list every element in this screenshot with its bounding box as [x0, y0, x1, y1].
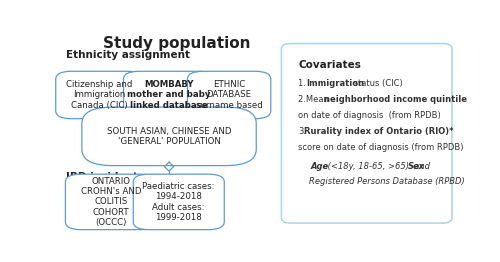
Text: Rurality index of Ontario (RIO)*: Rurality index of Ontario (RIO)* [304, 127, 454, 136]
Text: (<18y, 18-65, >65)  and: (<18y, 18-65, >65) and [324, 162, 432, 171]
Text: IBD incident cases: IBD incident cases [66, 172, 174, 182]
FancyBboxPatch shape [66, 174, 156, 230]
Text: Covariates: Covariates [298, 60, 361, 70]
Text: ONTARIO
CROHN's AND
COLITIS
COHORT
(OCCC): ONTARIO CROHN's AND COLITIS COHORT (OCCC… [80, 177, 141, 227]
Text: SOUTH ASIAN, CHINESE AND
'GENERAL' POPULATION: SOUTH ASIAN, CHINESE AND 'GENERAL' POPUL… [107, 127, 232, 146]
Text: Age: Age [310, 162, 328, 171]
Text: status (CIC): status (CIC) [351, 79, 403, 88]
Text: 3.: 3. [298, 127, 306, 136]
FancyBboxPatch shape [124, 71, 214, 119]
FancyBboxPatch shape [82, 107, 256, 166]
FancyBboxPatch shape [188, 71, 271, 119]
FancyBboxPatch shape [56, 71, 143, 119]
Text: 1.: 1. [298, 79, 308, 88]
Text: Paediatric cases:
1994-2018
Adult cases:
1999-2018: Paediatric cases: 1994-2018 Adult cases:… [142, 182, 215, 222]
Text: MOMBABY
mother and baby
linked database: MOMBABY mother and baby linked database [128, 80, 211, 110]
Text: Registered Persons Database (RPBD): Registered Persons Database (RPBD) [308, 177, 464, 186]
Text: 2.Mean: 2.Mean [298, 95, 332, 104]
Text: Citizenship and
Immigration
Canada (CIC): Citizenship and Immigration Canada (CIC) [66, 80, 132, 110]
Text: ETHNIC
DATABASE
surname based: ETHNIC DATABASE surname based [196, 80, 262, 110]
Text: Immigration: Immigration [306, 79, 364, 88]
FancyBboxPatch shape [133, 174, 224, 230]
FancyBboxPatch shape [282, 43, 452, 223]
Text: Study population: Study population [103, 36, 251, 52]
Text: Sex: Sex [408, 162, 425, 171]
Text: score on date of diagnosis (from RPDB): score on date of diagnosis (from RPDB) [298, 143, 464, 152]
Text: neighborhood income quintile: neighborhood income quintile [324, 95, 467, 104]
Text: on date of diagnosis  (from RPDB): on date of diagnosis (from RPDB) [298, 111, 441, 120]
Text: Ethnicity assignment: Ethnicity assignment [66, 50, 190, 59]
